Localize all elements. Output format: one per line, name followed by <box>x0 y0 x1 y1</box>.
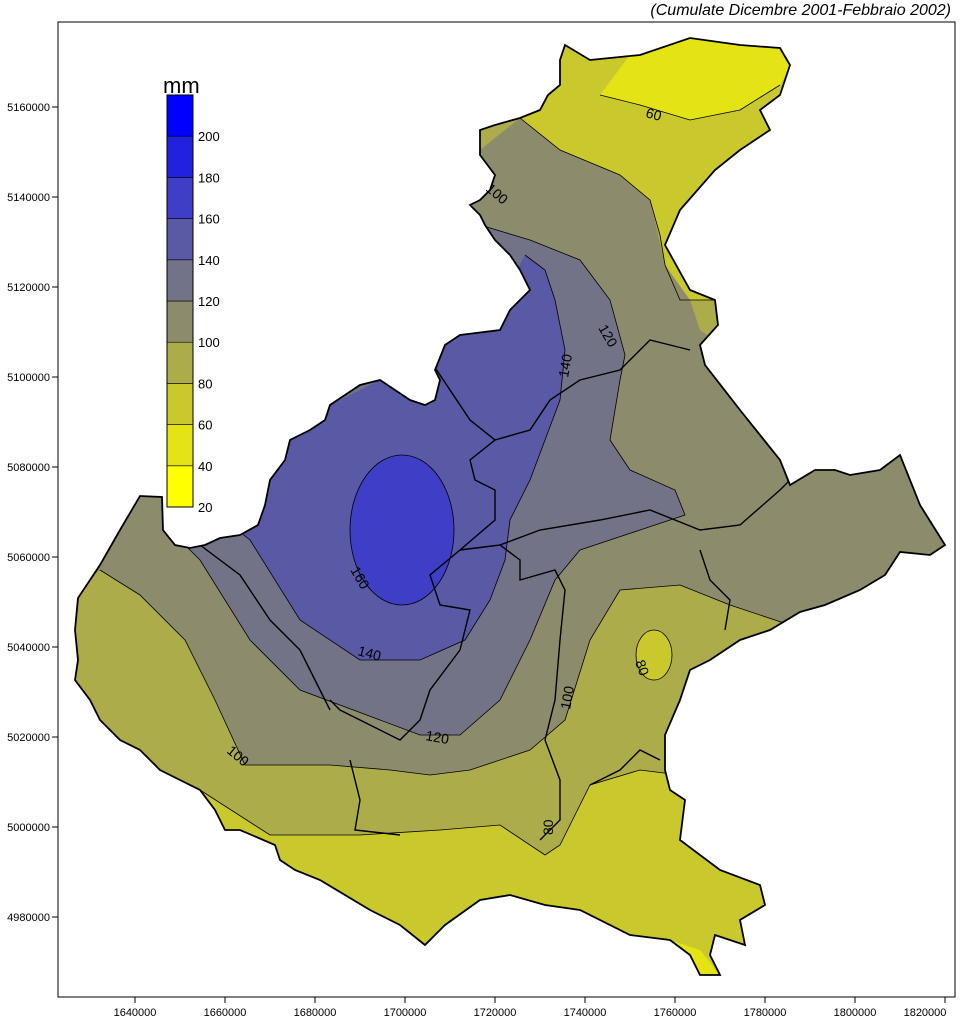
legend-band <box>166 177 194 219</box>
y-axis-labels: 5160000 5140000 5120000 5100000 5080000 … <box>7 102 50 924</box>
x-tick-label: 1720000 <box>474 1007 517 1019</box>
x-tick-label: 1800000 <box>834 1007 877 1019</box>
y-tick-label: 5140000 <box>7 192 50 204</box>
axis-ticks <box>52 106 946 1003</box>
y-tick-label: 5040000 <box>7 642 50 654</box>
legend-tick-label: 100 <box>198 335 220 350</box>
y-tick-label: 5080000 <box>7 462 50 474</box>
contour-label: 80 <box>540 819 556 835</box>
legend-band <box>166 465 194 508</box>
legend-band <box>166 424 194 467</box>
legend-tick-label: 40 <box>198 459 212 474</box>
contour-line-100-north <box>519 117 720 301</box>
band-80-local <box>636 630 672 680</box>
legend-band <box>166 300 194 343</box>
legend-tick-label: 200 <box>198 129 220 144</box>
legend-tick-label: 180 <box>198 170 220 185</box>
legend-border <box>166 94 194 508</box>
legend-tick-label: 80 <box>198 376 212 391</box>
legend-ticks: 20 40 60 80 100 120 140 160 180 200 <box>198 129 220 515</box>
x-axis-labels: 1640000 1660000 1680000 1700000 1720000 … <box>114 1007 947 1019</box>
contour-lines <box>99 84 791 856</box>
y-tick-label: 5160000 <box>7 102 50 114</box>
legend-band <box>166 135 194 178</box>
y-tick-label: 5060000 <box>7 552 50 564</box>
province-boundary <box>459 544 566 841</box>
map-frame <box>57 21 956 998</box>
contour-line-160 <box>349 454 455 606</box>
legend-band <box>166 259 194 302</box>
legend-tick-label: 160 <box>198 212 220 227</box>
contour-line-80-south <box>199 769 701 856</box>
legend-unit: mm <box>163 73 200 98</box>
x-tick-label: 1700000 <box>384 1007 427 1019</box>
band-40-60-north <box>600 38 795 120</box>
contour-line-60 <box>599 84 781 121</box>
x-tick-label: 1740000 <box>564 1007 607 1019</box>
y-tick-label: 5020000 <box>7 732 50 744</box>
legend-band <box>166 94 194 137</box>
province-boundary <box>329 359 497 741</box>
contour-label: 140 <box>555 353 575 379</box>
x-tick-label: 1660000 <box>204 1007 247 1019</box>
x-tick-label: 1760000 <box>654 1007 697 1019</box>
legend-tick-label: 120 <box>198 294 220 309</box>
x-tick-label: 1820000 <box>904 1007 947 1019</box>
band-140-160 <box>200 255 565 660</box>
province-boundary <box>499 469 801 546</box>
province-boundary <box>199 544 331 711</box>
map-caption: (Cumulate Dicembre 2001-Febbraio 2002) <box>650 2 951 19</box>
legend-band <box>166 383 194 425</box>
x-tick-label: 1780000 <box>744 1007 787 1019</box>
contour-label: 120 <box>424 727 450 747</box>
x-tick-label: 1640000 <box>114 1007 157 1019</box>
y-tick-label: 5000000 <box>7 822 50 834</box>
contour-line-100-west <box>99 569 791 776</box>
legend-tick-label: 140 <box>198 253 220 268</box>
contour-label: 80 <box>632 658 652 678</box>
legend-band <box>166 218 194 261</box>
contour-label: 100 <box>557 685 577 711</box>
legend-tick-label: 60 <box>198 418 212 433</box>
province-boundary <box>349 759 401 836</box>
band-160-180 <box>350 455 454 605</box>
contour-line-80-local <box>635 629 673 681</box>
province-boundary <box>699 549 731 631</box>
contour-line-140 <box>199 254 566 661</box>
y-tick-label: 5100000 <box>7 372 50 384</box>
province-boundaries <box>199 339 801 841</box>
color-legend: mm 20 40 60 80 100 120 140 160 180 200 <box>163 73 220 515</box>
contour-label: 140 <box>356 642 383 664</box>
contour-label: 60 <box>644 104 663 124</box>
legend-tick-label: 20 <box>198 500 212 515</box>
legend-band <box>166 341 194 384</box>
legend-bands <box>166 94 194 508</box>
x-tick-label: 1680000 <box>294 1007 337 1019</box>
y-tick-label: 5120000 <box>7 282 50 294</box>
contour-line-120-north <box>169 224 686 736</box>
province-boundary <box>589 749 661 786</box>
province-boundary <box>494 339 691 441</box>
y-tick-label: 4980000 <box>7 912 50 924</box>
